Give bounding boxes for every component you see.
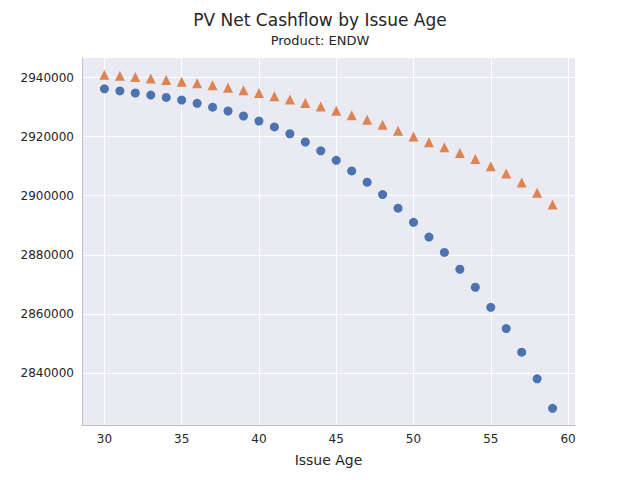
svg-text:2940000: 2940000	[21, 71, 74, 85]
svg-text:2860000: 2860000	[21, 307, 74, 321]
svg-text:2840000: 2840000	[21, 366, 74, 380]
svg-text:60: 60	[560, 432, 575, 446]
svg-text:30: 30	[97, 432, 112, 446]
svg-text:2920000: 2920000	[21, 130, 74, 144]
svg-text:PV Net Cashflow by Issue Age: PV Net Cashflow by Issue Age	[193, 10, 446, 30]
svg-text:50: 50	[406, 432, 421, 446]
svg-text:45: 45	[329, 432, 344, 446]
svg-text:2880000: 2880000	[21, 248, 74, 262]
svg-text:40: 40	[251, 432, 266, 446]
svg-text:35: 35	[174, 432, 189, 446]
svg-text:55: 55	[483, 432, 498, 446]
svg-text:Issue Age: Issue Age	[295, 452, 363, 468]
svg-text:2900000: 2900000	[21, 189, 74, 203]
svg-text:Product: ENDW: Product: ENDW	[271, 33, 370, 48]
